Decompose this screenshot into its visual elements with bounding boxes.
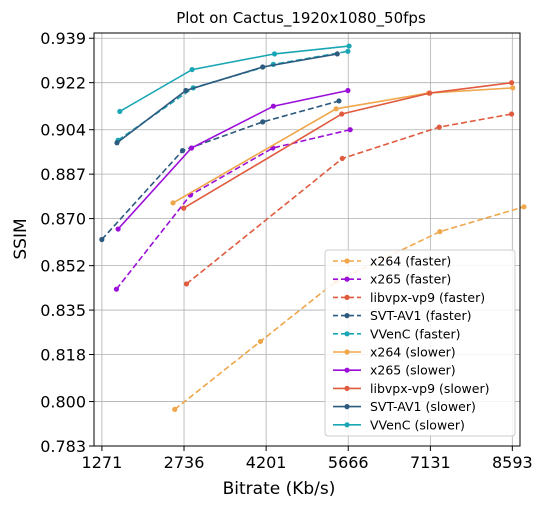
legend-label: libvpx-vp9 (slower) bbox=[370, 381, 489, 396]
legend-label: SVT-AV1 (faster) bbox=[370, 308, 472, 323]
data-point-libvpx-vp9-slower bbox=[427, 91, 432, 96]
y-tick-label: 0.852 bbox=[40, 257, 86, 276]
y-tick-label: 0.939 bbox=[40, 29, 86, 48]
data-point-vvenc-slower bbox=[272, 51, 277, 56]
legend-label: x264 (faster) bbox=[370, 254, 451, 269]
legend-marker bbox=[344, 386, 349, 391]
legend-label: SVT-AV1 (slower) bbox=[370, 399, 476, 414]
legend-label: VVenC (slower) bbox=[370, 417, 465, 432]
data-point-x264-faster bbox=[258, 339, 263, 344]
legend-marker bbox=[344, 313, 349, 318]
y-tick-label: 0.835 bbox=[40, 301, 86, 320]
legend-label: x265 (slower) bbox=[370, 363, 456, 378]
data-point-x265-faster bbox=[348, 127, 353, 132]
y-tick-label: 0.904 bbox=[40, 121, 86, 140]
y-tick-label: 0.800 bbox=[40, 393, 86, 412]
data-point-svt-av1-faster bbox=[180, 148, 185, 153]
data-point-svt-av1-slower bbox=[335, 51, 340, 56]
x-tick-label: 2736 bbox=[164, 453, 205, 472]
data-point-x265-slower bbox=[271, 104, 276, 109]
legend-label: VVenC (faster) bbox=[370, 326, 461, 341]
data-point-vvenc-faster bbox=[345, 49, 350, 54]
data-point-vvenc-slower bbox=[346, 43, 351, 48]
data-point-vvenc-slower bbox=[117, 109, 122, 114]
data-point-x264-slower bbox=[170, 200, 175, 205]
data-point-libvpx-vp9-faster bbox=[509, 111, 514, 116]
data-point-x264-faster bbox=[172, 407, 177, 412]
x-tick-label: 8593 bbox=[492, 453, 533, 472]
data-point-svt-av1-faster bbox=[99, 237, 104, 242]
legend: x264 (faster) x265 (faster) libvpx-vp9 (fa… bbox=[325, 250, 515, 436]
y-axis-label: SSIM bbox=[11, 218, 31, 259]
legend-marker bbox=[344, 331, 349, 336]
data-point-vvenc-slower bbox=[189, 67, 194, 72]
data-point-svt-av1-slower bbox=[114, 140, 119, 145]
legend-label: x264 (slower) bbox=[370, 345, 456, 360]
y-tick-label: 0.818 bbox=[40, 346, 86, 365]
data-point-x264-faster bbox=[437, 229, 442, 234]
x-tick-label: 5666 bbox=[328, 453, 369, 472]
data-point-x264-slower bbox=[510, 85, 515, 90]
y-tick-label: 0.870 bbox=[40, 210, 86, 229]
x-tick-label: 4201 bbox=[246, 453, 287, 472]
data-point-svt-av1-faster bbox=[336, 98, 341, 103]
x-tick-label: 7131 bbox=[410, 453, 451, 472]
data-point-libvpx-vp9-faster bbox=[184, 281, 189, 286]
legend-marker bbox=[344, 404, 349, 409]
chart-title: Plot on Cactus_1920x1080_50fps bbox=[176, 9, 426, 28]
data-point-svt-av1-slower bbox=[183, 88, 188, 93]
data-point-x265-slower bbox=[116, 226, 121, 231]
data-point-x265-faster bbox=[114, 287, 119, 292]
data-point-libvpx-vp9-faster bbox=[437, 125, 442, 130]
legend-marker bbox=[344, 422, 349, 427]
legend-marker bbox=[344, 368, 349, 373]
x-tick-label: 1271 bbox=[82, 453, 123, 472]
y-tick-label: 0.783 bbox=[40, 437, 86, 456]
legend-label: x265 (faster) bbox=[370, 272, 451, 287]
data-point-x265-slower bbox=[345, 88, 350, 93]
legend-label: libvpx-vp9 (faster) bbox=[370, 290, 485, 305]
data-point-libvpx-vp9-slower bbox=[509, 80, 514, 85]
legend-marker bbox=[344, 349, 349, 354]
x-axis-label: Bitrate (Kb/s) bbox=[223, 479, 336, 499]
data-point-libvpx-vp9-faster bbox=[340, 156, 345, 161]
data-point-svt-av1-slower bbox=[260, 64, 265, 69]
data-point-libvpx-vp9-slower bbox=[339, 111, 344, 116]
data-point-libvpx-vp9-slower bbox=[181, 206, 186, 211]
y-tick-label: 0.922 bbox=[40, 74, 86, 93]
data-point-x264-slower bbox=[334, 106, 339, 111]
data-point-svt-av1-faster bbox=[260, 119, 265, 124]
legend-marker bbox=[344, 295, 349, 300]
y-tick-label: 0.887 bbox=[40, 165, 86, 184]
legend-marker bbox=[344, 258, 349, 263]
data-point-x264-faster bbox=[521, 204, 526, 209]
data-point-x265-slower bbox=[189, 145, 194, 150]
legend-marker bbox=[344, 277, 349, 282]
